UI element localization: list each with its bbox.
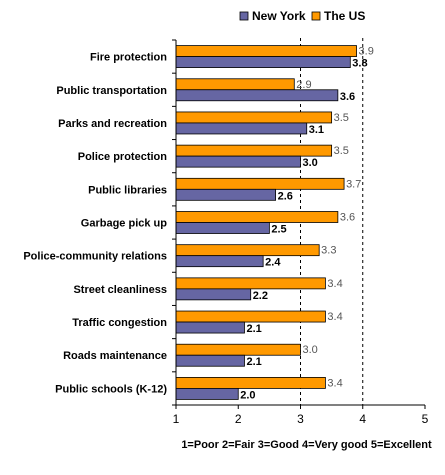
data-label-the-us: 3.5	[334, 145, 349, 157]
bar-the-us	[175, 211, 339, 223]
x-tick-label: 1	[173, 412, 180, 426]
legend-label-new-york: New York	[252, 9, 306, 23]
data-label-new-york: 2.5	[271, 224, 286, 236]
category-label: Roads maintenance	[63, 350, 167, 362]
bar-new-york	[175, 321, 245, 334]
bar-the-us	[175, 144, 333, 157]
legend-swatch-the-us	[311, 11, 321, 21]
bar-the-us	[175, 377, 326, 389]
data-label-the-us: 3.4	[327, 278, 342, 290]
bar-the-us	[175, 111, 333, 124]
bar-new-york	[175, 89, 339, 102]
data-label-the-us: 3.4	[327, 311, 342, 323]
data-label-new-york: 2.2	[253, 290, 268, 302]
category-label: Police-community relations	[23, 251, 167, 263]
data-label-new-york: 2.4	[265, 257, 281, 269]
category-label: Garbage pick up	[81, 218, 167, 230]
data-label-the-us: 3.7	[346, 178, 361, 190]
bar-new-york	[175, 56, 351, 68]
bar-new-york	[175, 388, 239, 400]
bar-the-us	[175, 277, 326, 290]
x-tick-label: 5	[422, 412, 429, 426]
data-label-the-us: 3.6	[340, 212, 355, 224]
data-label-new-york: 3.6	[340, 91, 355, 103]
category-label: Public transportation	[56, 85, 167, 97]
data-label-new-york: 2.0	[240, 389, 255, 401]
data-label-new-york: 3.1	[309, 124, 324, 136]
data-label-new-york: 2.1	[246, 323, 261, 335]
x-tick-label: 3	[297, 412, 304, 426]
scale-note: 1=Poor 2=Fair 3=Good 4=Very good 5=Excel…	[181, 439, 432, 451]
bar-the-us	[175, 310, 326, 323]
category-label: Public schools (K-12)	[55, 383, 167, 395]
data-label-the-us: 2.9	[296, 79, 311, 91]
bar-the-us	[175, 244, 320, 257]
category-label: Parks and recreation	[58, 118, 167, 130]
legend-label-the-us: The US	[324, 9, 365, 23]
category-label: Public libraries	[88, 184, 167, 196]
data-label-the-us: 3.3	[321, 245, 336, 257]
x-tick-label: 2	[235, 412, 242, 426]
legend-swatch-new-york	[239, 11, 249, 21]
data-label-new-york: 2.6	[278, 190, 293, 202]
bar-new-york	[175, 288, 252, 301]
bar-the-us	[175, 45, 357, 57]
bar-the-us	[175, 177, 345, 190]
x-tick-label: 4	[359, 412, 366, 426]
bar-new-york	[175, 122, 308, 135]
data-label-new-york: 2.1	[246, 356, 261, 368]
bar-new-york	[175, 255, 264, 268]
bar-new-york	[175, 188, 276, 201]
data-label-the-us: 3.4	[327, 377, 342, 389]
data-label-the-us: 3.9	[359, 46, 374, 58]
data-label-new-york: 3.8	[352, 58, 367, 70]
bar-new-york	[175, 222, 270, 234]
bar-the-us	[175, 78, 295, 91]
bar-new-york	[175, 354, 245, 367]
data-label-the-us: 3.5	[334, 112, 349, 124]
category-label: Fire protection	[90, 52, 167, 64]
bar-the-us	[175, 343, 301, 356]
bar-new-york	[175, 155, 301, 168]
category-label: Traffic congestion	[72, 317, 167, 329]
category-label: Street cleanliness	[73, 284, 167, 296]
data-label-the-us: 3.0	[303, 344, 318, 356]
category-label: Police protection	[78, 151, 168, 163]
data-label-new-york: 3.0	[303, 157, 318, 169]
